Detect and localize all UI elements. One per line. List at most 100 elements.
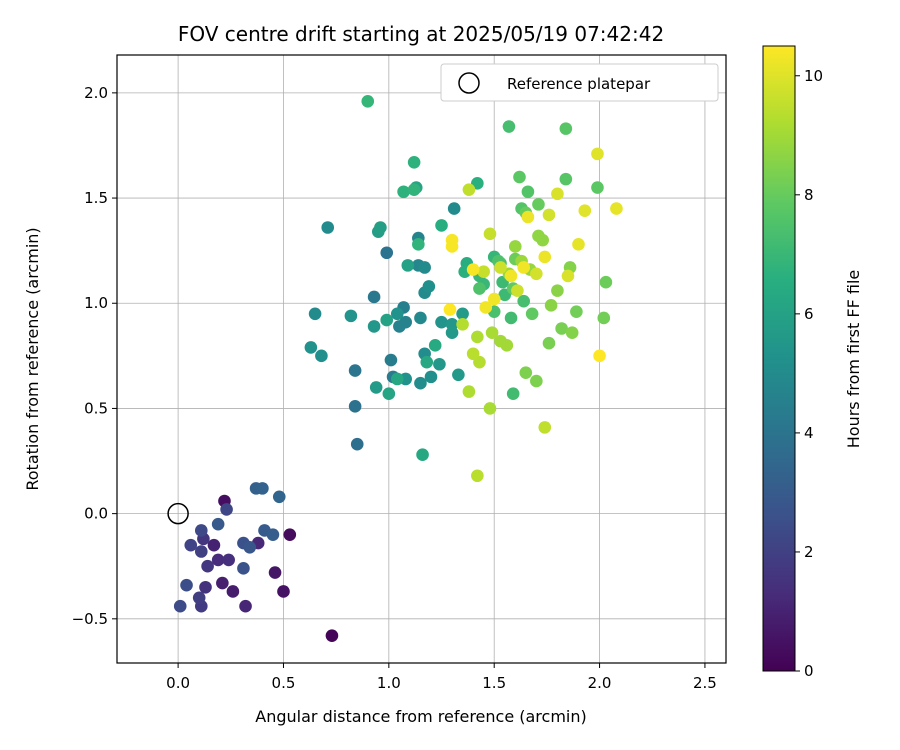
y-tick-label: 0.0 (84, 505, 108, 523)
data-point (471, 330, 484, 344)
data-point (226, 585, 240, 598)
reference-point (167, 502, 189, 525)
data-point (530, 267, 543, 281)
x-tick-label: 2.5 (693, 674, 717, 692)
data-point (256, 482, 269, 495)
data-point (538, 250, 552, 264)
data-point (380, 246, 394, 260)
data-point (304, 341, 318, 354)
colorbar: 0 2 4 6 8 10 Hours from first FF file (762, 45, 863, 680)
data-point (414, 376, 427, 390)
plot-frame (116, 54, 727, 664)
data-point (184, 538, 198, 552)
data-point (435, 219, 448, 232)
x-axis-label: Angular distance from reference (arcmin) (255, 707, 586, 726)
data-point (591, 181, 604, 194)
x-tick-label: 0.0 (166, 674, 190, 692)
data-point (471, 469, 484, 483)
data-point (407, 183, 421, 196)
data-point (173, 599, 187, 613)
data-point (433, 357, 446, 371)
data-point (401, 259, 415, 272)
data-point (578, 204, 592, 217)
colorbar-tick-label: 10 (804, 67, 823, 85)
data-point (542, 208, 556, 222)
data-point (572, 238, 585, 251)
data-point (597, 311, 611, 325)
data-point (397, 185, 410, 199)
data-point (599, 275, 613, 289)
legend-box (440, 63, 719, 102)
legend-marker (458, 72, 480, 94)
data-point (344, 309, 358, 323)
data-point (477, 265, 490, 278)
data-point (485, 326, 499, 340)
colorbar-tick-label: 6 (804, 305, 814, 323)
colorbar-tick-label: 2 (804, 543, 814, 561)
data-point (374, 221, 387, 234)
y-tick-label: 0.5 (84, 399, 108, 417)
data-point (559, 122, 573, 135)
data-point (445, 233, 459, 247)
data-point (407, 155, 421, 169)
data-point (207, 538, 221, 552)
data-point (390, 372, 404, 386)
data-point (308, 307, 322, 321)
data-point (536, 233, 549, 247)
y-axis-label: Rotation from reference (arcmin) (23, 227, 42, 490)
data-point (521, 210, 535, 224)
data-point (542, 336, 556, 350)
data-point (222, 553, 235, 567)
data-point (321, 221, 335, 234)
data-point (390, 307, 404, 321)
data-point (508, 240, 522, 253)
data-point (456, 307, 469, 321)
colorbar-tick-label: 8 (804, 186, 814, 204)
data-point (194, 524, 208, 537)
data-point (239, 599, 252, 613)
data-point (530, 374, 543, 388)
data-point (445, 326, 459, 340)
legend-label: Reference platepar (507, 75, 651, 93)
data-point (593, 349, 606, 363)
data-point (551, 284, 564, 297)
data-point (551, 187, 564, 201)
data-point (272, 490, 286, 504)
data-point (283, 528, 297, 541)
data-point (517, 261, 531, 274)
data-point (348, 400, 362, 413)
data-point (424, 370, 438, 384)
data-point (422, 280, 436, 293)
data-point (517, 294, 531, 308)
data-point (211, 553, 225, 567)
data-point (216, 576, 229, 590)
data-point (559, 172, 573, 186)
data-point (211, 517, 225, 531)
data-point (513, 170, 526, 184)
data-point (277, 585, 290, 598)
colorbar-tick-label: 4 (804, 424, 814, 442)
chart-title: FOV centre drift starting at 2025/05/19 … (178, 22, 664, 46)
data-point (452, 368, 465, 382)
data-point (502, 120, 516, 133)
data-point (367, 320, 381, 333)
data-point (180, 578, 193, 592)
legend: Reference platepar (440, 63, 719, 102)
colorbar-label: Hours from first FF file (844, 270, 863, 449)
data-point (201, 559, 214, 573)
y-tick-label: 1.0 (84, 294, 108, 312)
data-point (519, 366, 533, 379)
x-tick-label: 1.0 (377, 674, 401, 692)
data-point (462, 183, 476, 196)
data-point (561, 269, 575, 283)
data-point (399, 315, 412, 329)
data-point (494, 261, 507, 274)
data-point (350, 437, 364, 451)
data-point (220, 503, 233, 516)
data-point (382, 387, 396, 401)
data-point (525, 307, 539, 321)
data-point (361, 94, 375, 108)
data-point (466, 347, 480, 361)
data-points (173, 94, 623, 642)
